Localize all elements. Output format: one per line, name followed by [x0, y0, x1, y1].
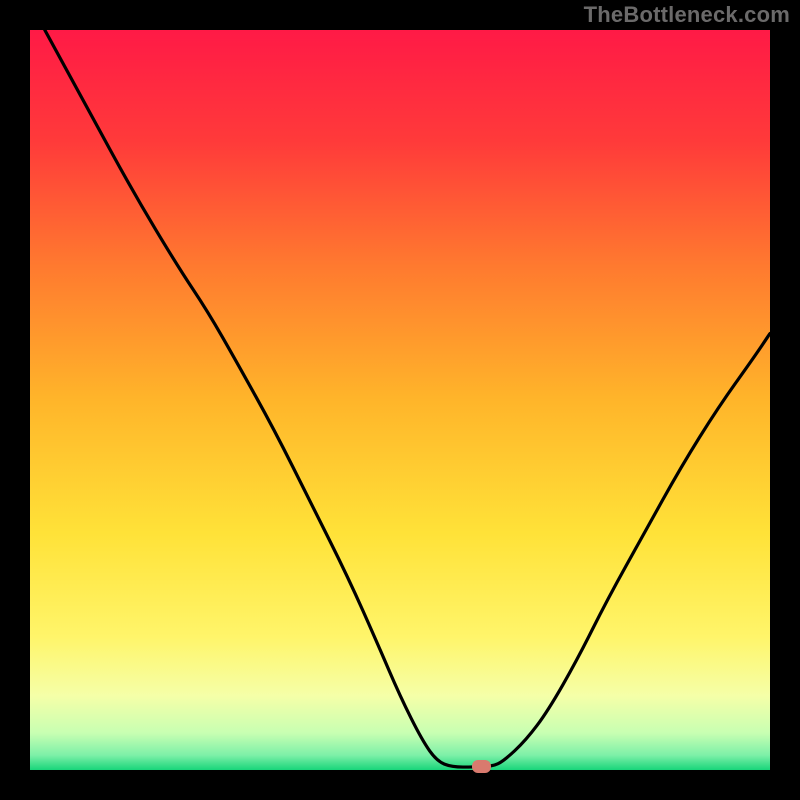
bottleneck-curve: [30, 30, 770, 770]
chart-frame: TheBottleneck.com: [0, 0, 800, 800]
plot-area: [30, 30, 770, 770]
watermark-text: TheBottleneck.com: [584, 2, 790, 28]
optimal-point-marker: [472, 760, 491, 773]
curve-path: [45, 30, 770, 767]
